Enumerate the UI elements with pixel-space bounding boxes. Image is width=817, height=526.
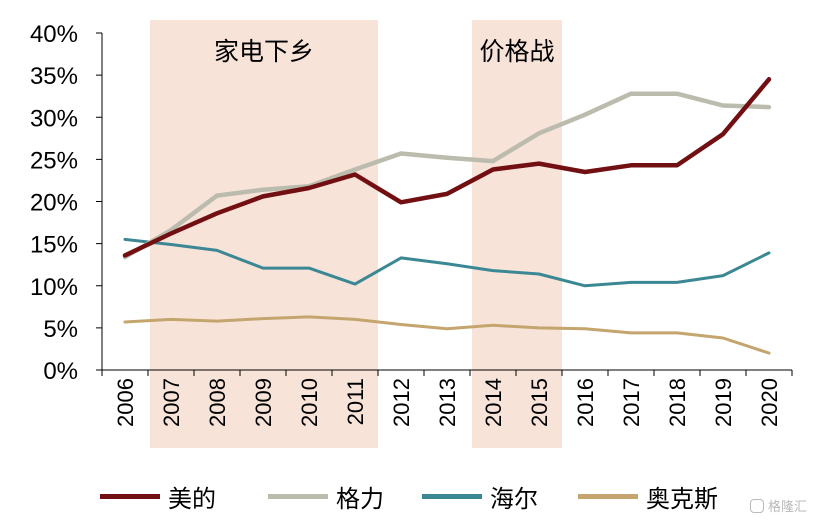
series-line-2: [123, 237, 771, 288]
legend-label: 奥克斯: [646, 484, 718, 513]
y-tick-label: 10%: [30, 274, 78, 301]
y-tick-label: 35%: [30, 63, 78, 90]
shaded-period-label: 价格战: [479, 38, 554, 66]
chart-legend: 美的 格力 海尔 奥克斯: [0, 478, 817, 514]
y-tick-label: 20%: [30, 190, 78, 217]
x-tick-label: 2007: [159, 378, 184, 427]
watermark: 格隆汇: [749, 496, 807, 515]
y-tick-label: 25%: [30, 147, 78, 174]
legend-swatch: [422, 493, 482, 499]
x-tick-label: 2010: [297, 378, 322, 427]
watermark-logo-icon: [749, 498, 764, 513]
legend-item: 奥克斯: [578, 478, 718, 514]
y-tick-label: 0%: [43, 358, 78, 385]
shaded-period-0: [150, 20, 378, 448]
x-tick-label: 2009: [251, 378, 276, 427]
y-tick-label: 15%: [30, 232, 78, 259]
x-tick-label: 2013: [435, 378, 460, 427]
watermark-text: 格隆汇: [767, 500, 807, 515]
series-line-3: [123, 315, 771, 355]
shaded-period-label: 家电下乡: [214, 38, 314, 66]
shaded-periods: 家电下乡 价格战: [150, 20, 562, 448]
x-tick-label: 2016: [573, 378, 598, 427]
x-tick-label: 2018: [665, 378, 690, 427]
shaded-period-1: [472, 20, 562, 448]
x-tick-label: 2017: [619, 378, 644, 427]
series-line-0: [122, 77, 772, 258]
x-tick-label: 2006: [113, 378, 138, 427]
legend-label: 美的: [168, 484, 216, 513]
legend-item: 格力: [268, 478, 384, 514]
y-tick-label: 30%: [30, 105, 78, 132]
x-tick-label: 2012: [389, 378, 414, 427]
y-tick-label: 40%: [30, 21, 78, 48]
series-lines: [122, 77, 772, 355]
x-tick-label: 2014: [481, 378, 506, 427]
legend-label: 海尔: [490, 484, 538, 513]
x-tick-label: 2015: [527, 378, 552, 427]
x-tick-label: 2008: [205, 378, 230, 427]
legend-swatch: [268, 493, 328, 499]
x-tick-label: 2019: [711, 378, 736, 427]
x-tick-label: 2020: [757, 378, 782, 427]
legend-item: 海尔: [422, 478, 538, 514]
x-tick-label: 2011: [343, 378, 368, 425]
legend-swatch: [578, 493, 638, 499]
legend-label: 格力: [336, 484, 384, 513]
legend-swatch: [100, 493, 160, 499]
axes: 0% 5% 10% 15% 20% 25% 30% 35% 40% 2006 2007 2008 200…: [30, 21, 793, 427]
series-line-1: [122, 91, 772, 260]
legend-item: 美的: [100, 478, 216, 514]
y-tick-label: 5%: [43, 316, 78, 343]
